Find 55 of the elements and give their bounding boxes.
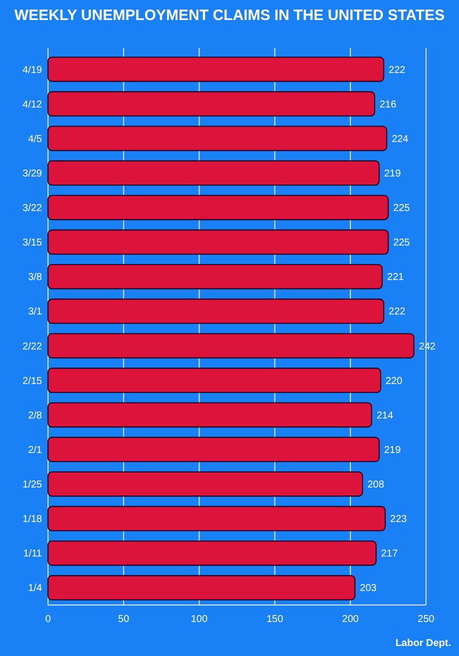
bar (47, 229, 389, 255)
data-label: 225 (393, 203, 410, 214)
y-tick-label: 2/22 (22, 341, 42, 352)
bar (47, 264, 383, 290)
y-tick-label: 2/15 (22, 376, 42, 387)
bar (47, 56, 384, 82)
y-tick-label: 1/18 (22, 514, 42, 526)
data-label: 208 (367, 480, 385, 491)
bar (47, 298, 384, 324)
bar (47, 160, 380, 186)
bar (47, 194, 389, 220)
data-label: 219 (384, 168, 402, 180)
y-tick-label: 3/8 (28, 272, 42, 284)
y-tick-label: 4/5 (28, 134, 42, 145)
bar (47, 368, 382, 394)
bar (47, 402, 372, 428)
data-label: 224 (392, 134, 409, 145)
data-label: 216 (380, 99, 397, 110)
data-label: 225 (393, 238, 410, 249)
x-tick-label: 200 (342, 614, 360, 625)
data-label: 219 (384, 444, 402, 456)
y-tick-label: 4/12 (22, 99, 42, 110)
y-tick-label: 1/25 (22, 480, 42, 491)
y-tick-label: 1/11 (23, 548, 42, 560)
bar (47, 506, 386, 532)
data-label: 203 (360, 583, 378, 594)
bar (47, 126, 388, 152)
y-tick-label: 3/22 (22, 203, 42, 214)
y-tick-label: 2/8 (28, 410, 42, 422)
x-tick-label: 100 (190, 614, 208, 625)
x-tick-label: 250 (418, 614, 435, 625)
bar (47, 540, 377, 566)
data-label: 223 (390, 514, 408, 526)
y-tick-label: 3/15 (22, 238, 42, 249)
y-tick-label: 4/19 (22, 64, 42, 76)
y-tick-label: 3/29 (22, 168, 42, 180)
data-label: 217 (381, 548, 398, 560)
bar (47, 91, 376, 117)
y-tick-label: 3/1 (28, 306, 42, 318)
data-label: 221 (387, 272, 404, 284)
bar (47, 471, 364, 497)
x-tick-label: 150 (266, 614, 284, 625)
y-tick-label: 1/4 (28, 583, 42, 594)
data-label: 220 (386, 376, 403, 387)
data-label: 222 (388, 64, 406, 76)
x-tick-label: 0 (45, 614, 52, 625)
data-label: 214 (376, 410, 394, 422)
text: Labor Dept. (395, 638, 452, 649)
bar (47, 436, 380, 462)
x-tick-label: 50 (118, 614, 130, 625)
data-label: 222 (388, 306, 406, 318)
chart-title: WEEKLY UNEMPLOYMENT CLAIMS IN THE UNITED STATES (14, 7, 445, 24)
bar (47, 333, 415, 358)
y-tick-label: 2/1 (28, 444, 42, 456)
bar (47, 575, 356, 600)
